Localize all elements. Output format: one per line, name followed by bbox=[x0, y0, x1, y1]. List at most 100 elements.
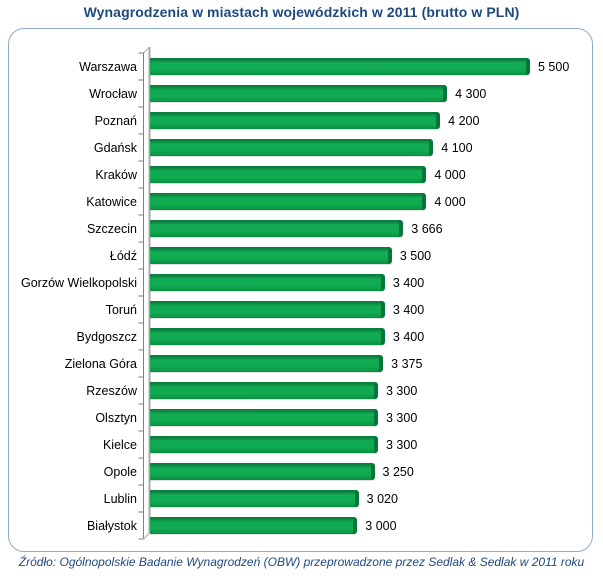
bar bbox=[150, 328, 385, 345]
bar-track: 3 666 bbox=[150, 220, 592, 237]
bar-track: 4 300 bbox=[150, 85, 592, 102]
category-label: Łódź bbox=[109, 248, 137, 263]
bar-track: 3 300 bbox=[150, 436, 592, 453]
category-label: Szczecin bbox=[86, 221, 137, 236]
bar-track: 5 500 bbox=[150, 58, 592, 75]
bar-track: 4 000 bbox=[150, 166, 592, 183]
value-label: 3 300 bbox=[386, 437, 418, 452]
bar-track: 4 200 bbox=[150, 112, 592, 129]
bar-track: 3 375 bbox=[150, 355, 592, 372]
y-axis-ticks bbox=[138, 52, 144, 540]
value-label: 3 666 bbox=[411, 221, 443, 236]
category-label: Poznań bbox=[94, 113, 137, 128]
category-label: Kielce bbox=[102, 437, 137, 452]
bar-row: Gdańsk 4 100 bbox=[9, 134, 592, 161]
bar-track: 3 400 bbox=[150, 301, 592, 318]
bar-track: 3 020 bbox=[150, 490, 592, 507]
category-label: Białystok bbox=[86, 518, 137, 533]
category-label: Bydgoszcz bbox=[76, 329, 137, 344]
category-label: Toruń bbox=[105, 302, 137, 317]
bar-track: 3 400 bbox=[150, 328, 592, 345]
value-label: 3 000 bbox=[365, 518, 397, 533]
value-label: 5 500 bbox=[538, 59, 570, 74]
value-label: 4 000 bbox=[434, 167, 466, 182]
category-label: Kraków bbox=[95, 167, 137, 182]
bar-row: Gorzów Wielkopolski 3 400 bbox=[9, 269, 592, 296]
bar-row: Bydgoszcz 3 400 bbox=[9, 323, 592, 350]
value-label: 4 100 bbox=[441, 140, 473, 155]
bar-track: 3 400 bbox=[150, 274, 592, 291]
bar-track: 3 000 bbox=[150, 517, 592, 534]
y-axis-lines bbox=[138, 46, 151, 540]
bar-row: Katowice 4 000 bbox=[9, 188, 592, 215]
bar bbox=[150, 517, 358, 534]
bar-row: Kraków 4 000 bbox=[9, 161, 592, 188]
value-label: 3 250 bbox=[382, 464, 414, 479]
bar-row: Toruń 3 400 bbox=[9, 296, 592, 323]
category-label: Warszawa bbox=[79, 59, 137, 74]
y-axis-depth-top bbox=[143, 46, 150, 54]
bar bbox=[150, 436, 378, 453]
bar bbox=[150, 193, 427, 210]
bar bbox=[150, 382, 378, 399]
value-label: 3 375 bbox=[391, 356, 423, 371]
bar-row: Zielona Góra 3 375 bbox=[9, 350, 592, 377]
bar-row: Łódź 3 500 bbox=[9, 242, 592, 269]
bar bbox=[150, 139, 434, 156]
chart-title: Wynagrodzenia w miastach wojewódzkich w … bbox=[83, 4, 520, 20]
bar-row: Szczecin 3 666 bbox=[9, 215, 592, 242]
bar-row: Warszawa 5 500 bbox=[9, 53, 592, 80]
bar-track: 3 300 bbox=[150, 409, 592, 426]
bar-row: Opole 3 250 bbox=[9, 458, 592, 485]
category-label: Rzeszów bbox=[86, 383, 137, 398]
category-label: Gorzów Wielkopolski bbox=[20, 275, 137, 290]
bar bbox=[150, 355, 384, 372]
value-label: 3 300 bbox=[386, 410, 418, 425]
value-label: 3 300 bbox=[386, 383, 418, 398]
bar bbox=[150, 301, 385, 318]
y-axis bbox=[134, 43, 156, 549]
bar-track: 3 500 bbox=[150, 247, 592, 264]
plot-area-border: Warszawa 5 500 Wrocław 4 300 Poznań 4 20… bbox=[8, 28, 593, 552]
bar bbox=[150, 274, 385, 291]
bar-track: 4 100 bbox=[150, 139, 592, 156]
bar bbox=[150, 220, 404, 237]
bar-rows: Warszawa 5 500 Wrocław 4 300 Poznań 4 20… bbox=[9, 53, 592, 539]
bar bbox=[150, 463, 375, 480]
bar bbox=[150, 247, 392, 264]
bar-track: 3 250 bbox=[150, 463, 592, 480]
category-label: Olsztyn bbox=[95, 410, 137, 425]
y-axis-depth-bottom bbox=[143, 532, 150, 540]
category-label: Zielona Góra bbox=[64, 356, 137, 371]
bar bbox=[150, 166, 427, 183]
bar bbox=[150, 490, 359, 507]
value-label: 4 300 bbox=[455, 86, 487, 101]
category-label: Lublin bbox=[103, 491, 137, 506]
value-label: 4 000 bbox=[434, 194, 466, 209]
source-note: Źródło: Ogólnopolskie Badanie Wynagrodze… bbox=[18, 555, 585, 569]
bar-row: Wrocław 4 300 bbox=[9, 80, 592, 107]
bar-row: Olsztyn 3 300 bbox=[9, 404, 592, 431]
bar-row: Rzeszów 3 300 bbox=[9, 377, 592, 404]
value-label: 3 020 bbox=[366, 491, 398, 506]
value-label: 3 400 bbox=[392, 275, 425, 290]
bar-row: Białystok 3 000 bbox=[9, 512, 592, 539]
bar-row: Kielce 3 300 bbox=[9, 431, 592, 458]
value-label: 3 400 bbox=[392, 302, 425, 317]
category-label: Wrocław bbox=[89, 86, 137, 101]
category-label: Gdańsk bbox=[93, 140, 137, 155]
category-label: Opole bbox=[103, 464, 137, 479]
value-label: 3 400 bbox=[392, 329, 425, 344]
category-label: Katowice bbox=[86, 194, 137, 209]
bar-track: 3 300 bbox=[150, 382, 592, 399]
bar bbox=[150, 112, 441, 129]
value-label: 3 500 bbox=[399, 248, 432, 263]
bar-row: Lublin 3 020 bbox=[9, 485, 592, 512]
bar bbox=[150, 85, 448, 102]
bar-track: 4 000 bbox=[150, 193, 592, 210]
bar-row: Poznań 4 200 bbox=[9, 107, 592, 134]
bar bbox=[150, 58, 530, 75]
value-label: 4 200 bbox=[448, 113, 480, 128]
bar bbox=[150, 409, 378, 426]
